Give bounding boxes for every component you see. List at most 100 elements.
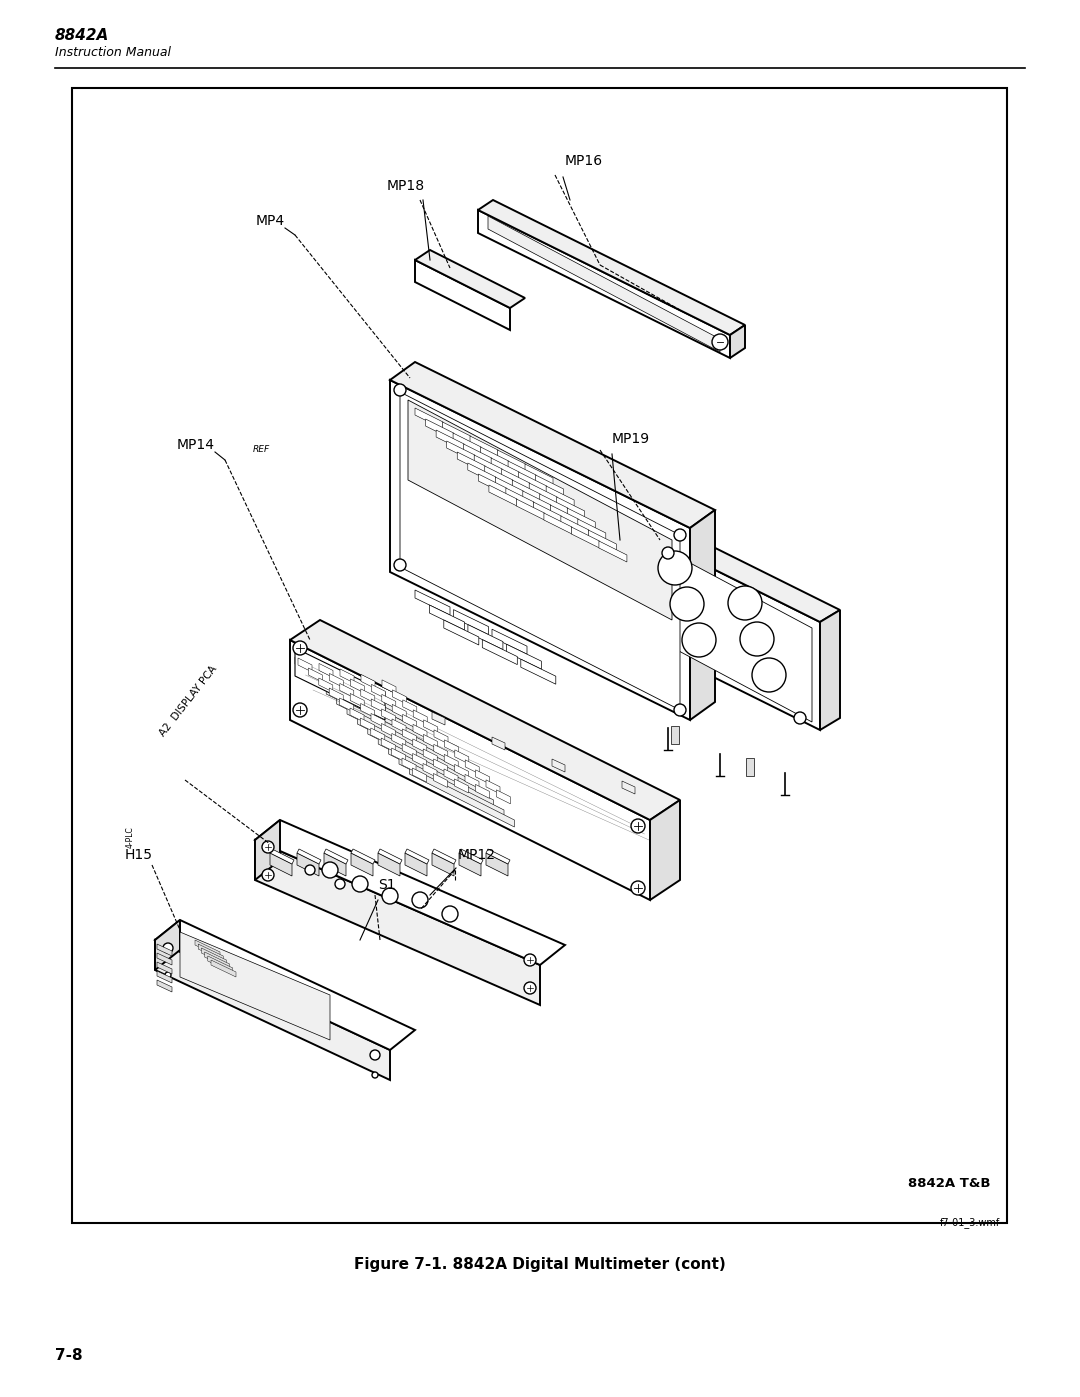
- Polygon shape: [544, 513, 572, 534]
- Circle shape: [394, 384, 406, 395]
- Bar: [72, 88, 1007, 1222]
- Polygon shape: [413, 725, 427, 739]
- Text: MP18: MP18: [387, 179, 426, 193]
- Polygon shape: [399, 757, 504, 817]
- Polygon shape: [423, 763, 437, 778]
- Polygon shape: [156, 940, 390, 1080]
- Polygon shape: [556, 497, 584, 518]
- Polygon shape: [654, 541, 820, 731]
- Polygon shape: [552, 759, 565, 773]
- Polygon shape: [497, 789, 511, 803]
- Polygon shape: [502, 469, 529, 490]
- Polygon shape: [382, 680, 396, 694]
- Polygon shape: [403, 714, 417, 728]
- Polygon shape: [350, 693, 364, 707]
- Polygon shape: [413, 768, 427, 782]
- Polygon shape: [463, 444, 491, 465]
- Polygon shape: [199, 944, 224, 961]
- Circle shape: [442, 907, 458, 922]
- Polygon shape: [567, 509, 595, 529]
- Polygon shape: [475, 784, 489, 798]
- Polygon shape: [297, 854, 319, 876]
- Polygon shape: [444, 768, 458, 782]
- Polygon shape: [423, 719, 437, 733]
- Polygon shape: [492, 738, 505, 750]
- Polygon shape: [405, 849, 429, 863]
- Circle shape: [524, 954, 536, 965]
- Circle shape: [670, 587, 704, 622]
- Polygon shape: [486, 780, 500, 793]
- Polygon shape: [415, 250, 525, 307]
- Polygon shape: [201, 949, 227, 965]
- Polygon shape: [291, 640, 650, 900]
- Polygon shape: [270, 854, 292, 876]
- Text: MP4: MP4: [256, 214, 285, 228]
- Polygon shape: [433, 774, 447, 788]
- Polygon shape: [521, 659, 556, 685]
- Polygon shape: [309, 668, 323, 682]
- Polygon shape: [536, 475, 564, 496]
- Polygon shape: [389, 747, 494, 807]
- Polygon shape: [340, 683, 354, 697]
- Polygon shape: [319, 678, 333, 692]
- Polygon shape: [392, 690, 406, 704]
- Polygon shape: [400, 393, 680, 710]
- Polygon shape: [408, 400, 672, 620]
- Polygon shape: [415, 590, 450, 615]
- Polygon shape: [447, 441, 475, 462]
- Polygon shape: [378, 849, 402, 863]
- Polygon shape: [423, 749, 437, 763]
- Circle shape: [293, 641, 307, 655]
- Circle shape: [712, 334, 728, 351]
- Polygon shape: [468, 462, 496, 483]
- Polygon shape: [372, 698, 386, 712]
- Polygon shape: [654, 528, 840, 622]
- Polygon shape: [361, 689, 375, 703]
- Polygon shape: [372, 714, 384, 728]
- Polygon shape: [361, 718, 375, 732]
- Text: MP12: MP12: [458, 848, 496, 862]
- Polygon shape: [481, 447, 509, 468]
- Polygon shape: [351, 854, 373, 876]
- Polygon shape: [444, 740, 458, 754]
- Polygon shape: [351, 849, 375, 863]
- Polygon shape: [357, 717, 462, 777]
- Polygon shape: [465, 774, 480, 788]
- Polygon shape: [156, 921, 415, 1051]
- Polygon shape: [525, 464, 553, 485]
- Polygon shape: [478, 474, 507, 495]
- Circle shape: [165, 972, 171, 978]
- Text: 7-8: 7-8: [55, 1348, 83, 1362]
- Polygon shape: [498, 450, 526, 471]
- Polygon shape: [508, 461, 536, 482]
- Text: 8842A: 8842A: [55, 28, 109, 43]
- Polygon shape: [295, 657, 400, 717]
- Text: Instruction Manual: Instruction Manual: [55, 46, 171, 59]
- Polygon shape: [486, 849, 510, 863]
- Text: MP14: MP14: [177, 439, 215, 453]
- Polygon shape: [523, 490, 551, 511]
- Polygon shape: [157, 981, 172, 992]
- Circle shape: [382, 888, 399, 904]
- Polygon shape: [207, 956, 233, 972]
- Circle shape: [794, 712, 806, 724]
- Polygon shape: [459, 849, 483, 863]
- Polygon shape: [270, 849, 294, 863]
- Polygon shape: [516, 499, 544, 520]
- Polygon shape: [546, 486, 575, 507]
- Polygon shape: [340, 669, 354, 683]
- Polygon shape: [156, 921, 180, 970]
- Polygon shape: [662, 548, 812, 722]
- Polygon shape: [326, 687, 431, 747]
- Polygon shape: [470, 436, 498, 457]
- Polygon shape: [378, 738, 483, 798]
- Polygon shape: [455, 750, 469, 764]
- Polygon shape: [324, 854, 346, 876]
- Polygon shape: [746, 759, 754, 775]
- Polygon shape: [488, 217, 720, 352]
- Polygon shape: [180, 932, 330, 1039]
- Polygon shape: [468, 624, 503, 650]
- Polygon shape: [671, 726, 679, 745]
- Circle shape: [631, 882, 645, 895]
- Polygon shape: [382, 694, 395, 708]
